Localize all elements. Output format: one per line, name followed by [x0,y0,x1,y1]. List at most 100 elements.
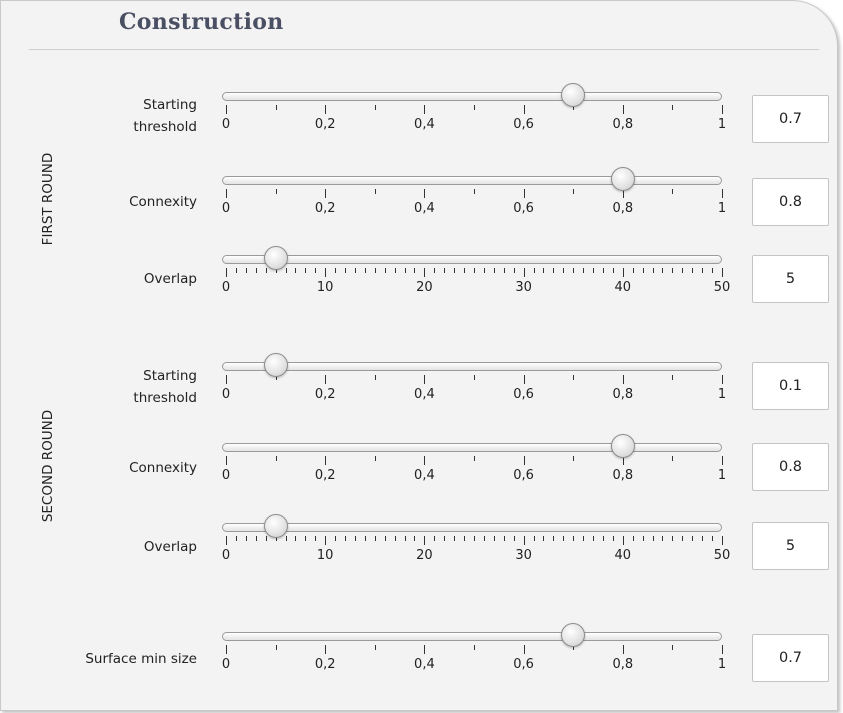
minor-tick [265,536,267,541]
minor-tick [265,268,267,273]
surface-min-size-value[interactable]: 0.7 [752,634,829,682]
minor-tick [474,456,475,461]
minor-tick [543,536,545,541]
connexity-2-slider[interactable]: 0 0,2 0,4 0,6 0,8 1 [216,434,736,499]
minor-tick [275,375,277,380]
tick-label: 0,4 [414,201,435,216]
label-line: Starting [143,97,197,113]
minor-tick [315,268,317,273]
minor-tick [464,268,466,273]
connexity-1-slider[interactable]: 0 0,2 0,4 0,6 0,8 1 [216,167,736,232]
minor-tick [573,189,575,194]
major-tick [622,536,624,545]
minor-tick [652,536,654,541]
slider-thumb[interactable] [263,246,288,270]
tick-label: 1 [717,657,727,672]
minor-tick [493,536,495,541]
starting-threshold-2-slider[interactable]: 0 0,2 0,4 0,6 0,8 1 [216,353,736,418]
tick-label: 1 [717,117,727,132]
minor-tick [652,268,654,273]
major-tick [622,456,624,465]
surface-min-size-slider[interactable]: 0 0,2 0,4 0,6 0,8 1 [216,623,736,688]
tick-label: 0 [221,548,231,563]
slider-track[interactable] [222,362,722,371]
overlap-1-value[interactable]: 5 [752,255,829,303]
slider-track[interactable] [222,632,722,641]
slider-thumb[interactable] [561,623,586,647]
tick-label: 10 [316,280,334,295]
minor-tick [374,189,376,194]
slider-thumb[interactable] [561,83,586,107]
major-tick [226,189,227,198]
major-tick [226,268,227,277]
minor-tick [255,536,257,541]
slider-thumb[interactable] [263,514,288,538]
starting-threshold-1-slider[interactable]: 0 0,2 0,4 0,6 0,8 1 [216,83,736,148]
connexity-1-value[interactable]: 0.8 [752,178,829,226]
minor-tick [364,268,366,273]
major-tick [523,536,525,545]
minor-tick [374,456,376,461]
tick-label: 0 [221,201,231,216]
surface-min-size-label: Surface min size [85,648,197,670]
tick-label: 1 [717,201,727,216]
major-tick [523,105,525,114]
slider-thumb[interactable] [263,353,288,377]
slider-track[interactable] [222,92,722,101]
tick-label: 10 [316,548,334,563]
slider-track[interactable] [222,176,722,185]
connexity-2-value[interactable]: 0.8 [752,443,829,491]
label-line: Overlap [143,271,197,287]
tick-label: 0,4 [414,657,435,672]
slider-thumb[interactable] [610,167,635,191]
tick-label: 30 [515,280,532,295]
major-tick [722,375,723,384]
minor-tick [573,375,575,380]
minor-tick [275,268,277,273]
slider-track[interactable] [222,443,722,452]
major-tick [226,456,227,465]
slider-track[interactable] [222,523,722,532]
minor-tick [672,189,674,194]
tick-label: 0,6 [513,117,534,132]
major-tick [523,375,525,384]
major-tick [424,456,426,465]
tick-label: 0,2 [314,387,336,402]
minor-tick [553,536,555,541]
minor-tick [672,105,674,110]
major-tick [325,189,327,198]
minor-tick [543,268,545,273]
minor-tick [295,268,297,273]
major-tick [622,268,624,277]
tick-label: 20 [416,548,433,563]
tick-label: 50 [713,548,731,563]
connexity-1-label: Connexity [129,191,197,213]
slider-track[interactable] [222,255,722,264]
minor-tick [444,536,446,541]
minor-tick [354,536,356,541]
minor-tick [682,268,684,273]
minor-tick [235,268,237,273]
starting-threshold-1-value[interactable]: 0.7 [752,95,829,143]
tick-label: 0 [221,117,231,132]
starting-threshold-2-value[interactable]: 0.1 [752,362,829,410]
slider-thumb[interactable] [610,434,635,458]
starting-threshold-2-label: Starting threshold [133,365,197,409]
overlap-2-slider[interactable]: 0 10 20 30 40 50 [216,514,736,579]
minor-tick [414,268,416,273]
minor-tick [394,268,396,273]
minor-tick [394,536,396,541]
tick-label: 0 [221,468,231,483]
overlap-1-label: Overlap [144,268,197,290]
overlap-1-slider[interactable]: 0 10 20 30 40 50 [216,246,736,311]
tick-label: 0,6 [513,201,534,216]
major-tick [523,456,525,465]
overlap-2-value[interactable]: 5 [752,522,829,570]
major-tick [722,536,723,545]
minor-tick [563,536,565,541]
minor-tick [573,645,575,650]
minor-tick [672,536,674,541]
tick-label: 40 [614,280,632,295]
label-line: Starting [143,368,197,384]
